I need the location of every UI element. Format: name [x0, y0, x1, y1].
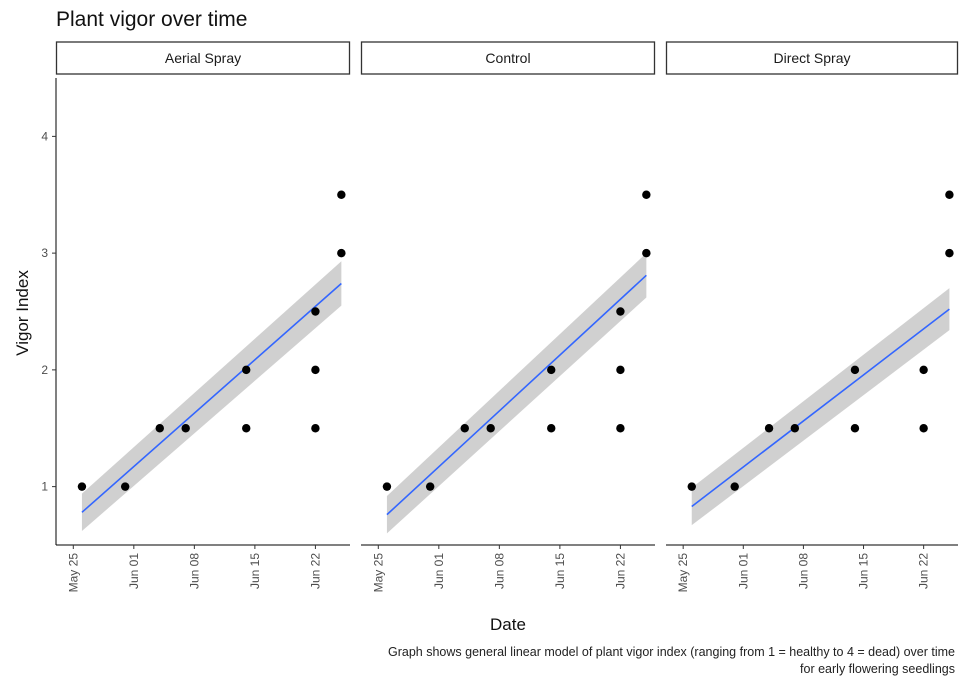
x-tick-label: Jun 15: [248, 553, 262, 589]
data-point: [311, 365, 320, 375]
facet-strip-label: Aerial Spray: [165, 50, 241, 66]
x-tick-label: Jun 15: [553, 553, 567, 589]
data-point: [919, 365, 928, 375]
data-point: [850, 365, 860, 375]
data-point: [616, 307, 625, 316]
data-point: [850, 424, 860, 433]
data-point: [311, 424, 320, 433]
x-tick-label: Jun 08: [187, 553, 201, 589]
data-point: [486, 424, 495, 433]
data-point: [181, 424, 190, 433]
data-point: [687, 482, 696, 491]
x-tick-label: Jun 08: [492, 553, 506, 589]
chart-title: Plant vigor over time: [56, 8, 247, 31]
data-point: [337, 190, 346, 199]
data-point: [311, 307, 320, 316]
facet-panel-direct-spray: Direct Spray May 25 Jun 01 Jun 08 Jun 15 Jun …: [665, 41, 959, 593]
y-tick-label: 2: [41, 363, 48, 377]
data-point: [547, 365, 556, 375]
confidence-band: [81, 261, 342, 531]
x-tick-label: Jun 15: [857, 553, 871, 589]
x-tick-label: May 25: [371, 553, 385, 593]
data-point: [460, 424, 469, 433]
data-point: [764, 424, 774, 433]
x-tick-label: Jun 01: [127, 553, 141, 589]
x-tick-label: May 25: [66, 553, 80, 593]
y-axis: 1 2 3 4: [41, 78, 57, 545]
data-point: [425, 482, 435, 491]
y-tick-label: 3: [41, 246, 48, 260]
data-point: [616, 365, 625, 375]
y-axis-title: Vigor Index: [13, 270, 32, 356]
facet-strip: [55, 41, 351, 75]
x-tick-label: Jun 22: [917, 553, 931, 589]
y-tick-label: 4: [41, 129, 48, 143]
data-point: [155, 424, 164, 433]
x-tick-label: Jun 01: [432, 553, 446, 589]
data-point: [790, 424, 800, 433]
data-point: [642, 190, 651, 199]
facets: Aerial Spray May 25 Jun 01 Jun 08 Jun 15 Jun …: [55, 41, 959, 593]
facet-strip-label: Control: [485, 50, 530, 66]
data-point: [547, 424, 556, 433]
x-tick-label: Jun 22: [613, 553, 627, 589]
fit-line: [691, 308, 950, 508]
facet-panel-control: Control May 25 Jun 01 Jun 08 Jun 15 Jun 22: [360, 41, 656, 593]
facet-strip: [665, 41, 959, 75]
data-point: [120, 482, 130, 491]
data-point: [642, 248, 651, 258]
x-tick-label: Jun 01: [736, 553, 750, 589]
data-point: [382, 482, 392, 491]
fit-line: [81, 282, 342, 513]
x-tick-label: May 25: [676, 553, 690, 593]
data-point: [616, 424, 625, 433]
confidence-band: [691, 288, 950, 526]
data-point: [730, 482, 739, 491]
caption-line-1: Graph shows general linear model of plan…: [388, 645, 955, 659]
x-tick-label: Jun 22: [308, 553, 322, 589]
x-tick-label: Jun 08: [796, 553, 810, 589]
data-point: [945, 190, 954, 199]
data-point: [242, 365, 251, 375]
confidence-band: [386, 253, 647, 534]
data-point: [945, 248, 954, 258]
caption-line-2: for early flowering seedlings: [800, 662, 955, 676]
data-point: [337, 248, 346, 258]
y-tick-label: 1: [41, 480, 48, 494]
data-point: [77, 482, 87, 491]
facet-panel-aerial-spray: Aerial Spray May 25 Jun 01 Jun 08 Jun 15 Jun …: [55, 41, 351, 593]
facet-strip: [360, 41, 656, 75]
facet-strip-label: Direct Spray: [773, 50, 850, 66]
data-point: [242, 424, 251, 433]
fit-line: [386, 274, 647, 516]
data-point: [919, 424, 928, 433]
x-axis-title: Date: [490, 615, 526, 634]
